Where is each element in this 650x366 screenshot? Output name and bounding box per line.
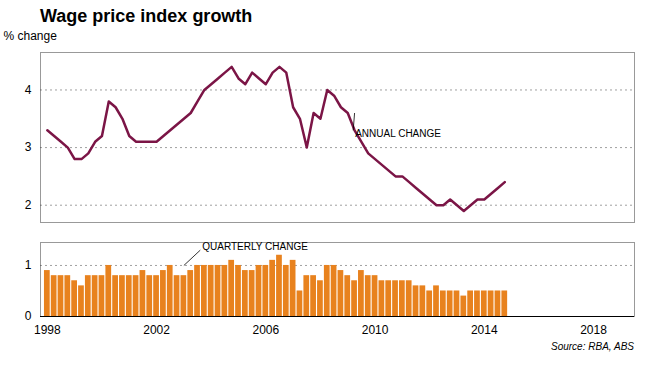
html-text:Wage price index growth: Wage price index growth (40, 6, 253, 26)
svg-text:2014: 2014 (471, 323, 498, 337)
svg-text:2010: 2010 (362, 323, 389, 337)
svg-text:2: 2 (25, 198, 32, 212)
svg-text:3: 3 (25, 140, 32, 154)
svg-text:1: 1 (25, 258, 32, 272)
svg-text:0: 0 (25, 309, 32, 323)
html-text:Source: RBA, ABS: Source: RBA, ABS (551, 341, 634, 352)
svg-text:2006: 2006 (252, 323, 279, 337)
svg-text:4: 4 (25, 83, 32, 97)
svg-text:QUARTERLY CHANGE: QUARTERLY CHANGE (202, 241, 308, 252)
svg-text:1998: 1998 (34, 323, 61, 337)
svg-text:2018: 2018 (580, 323, 607, 337)
svg-text:ANNUAL CHANGE: ANNUAL CHANGE (355, 128, 441, 139)
svg-text:2002: 2002 (143, 323, 170, 337)
svg-text:% change: % change (4, 29, 58, 43)
